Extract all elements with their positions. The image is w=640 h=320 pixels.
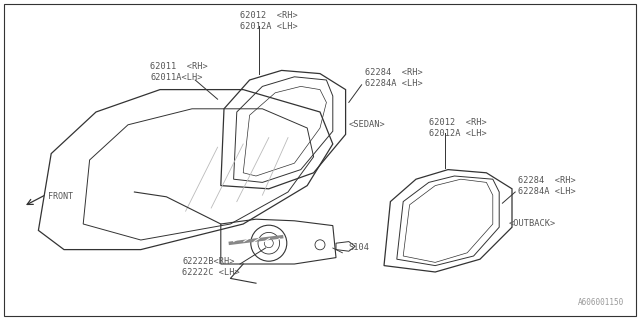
Text: 62012  <RH>
62012A <LH>: 62012 <RH> 62012A <LH>	[240, 11, 298, 31]
Text: 62222B<RH>
62222C <LH>: 62222B<RH> 62222C <LH>	[182, 257, 240, 277]
Text: <SEDAN>: <SEDAN>	[349, 120, 385, 129]
Text: 62012  <RH>
62012A <LH>: 62012 <RH> 62012A <LH>	[429, 118, 486, 138]
Text: 62011  <RH>
62011A<LH>: 62011 <RH> 62011A<LH>	[150, 62, 208, 82]
Text: FRONT: FRONT	[49, 192, 74, 201]
Text: 62284  <RH>
62284A <LH>: 62284 <RH> 62284A <LH>	[365, 68, 422, 88]
Text: 62284  <RH>
62284A <LH>: 62284 <RH> 62284A <LH>	[518, 176, 576, 196]
Text: S104: S104	[349, 244, 370, 252]
Text: A606001150: A606001150	[578, 298, 624, 307]
Text: <OUTBACK>: <OUTBACK>	[509, 220, 556, 228]
